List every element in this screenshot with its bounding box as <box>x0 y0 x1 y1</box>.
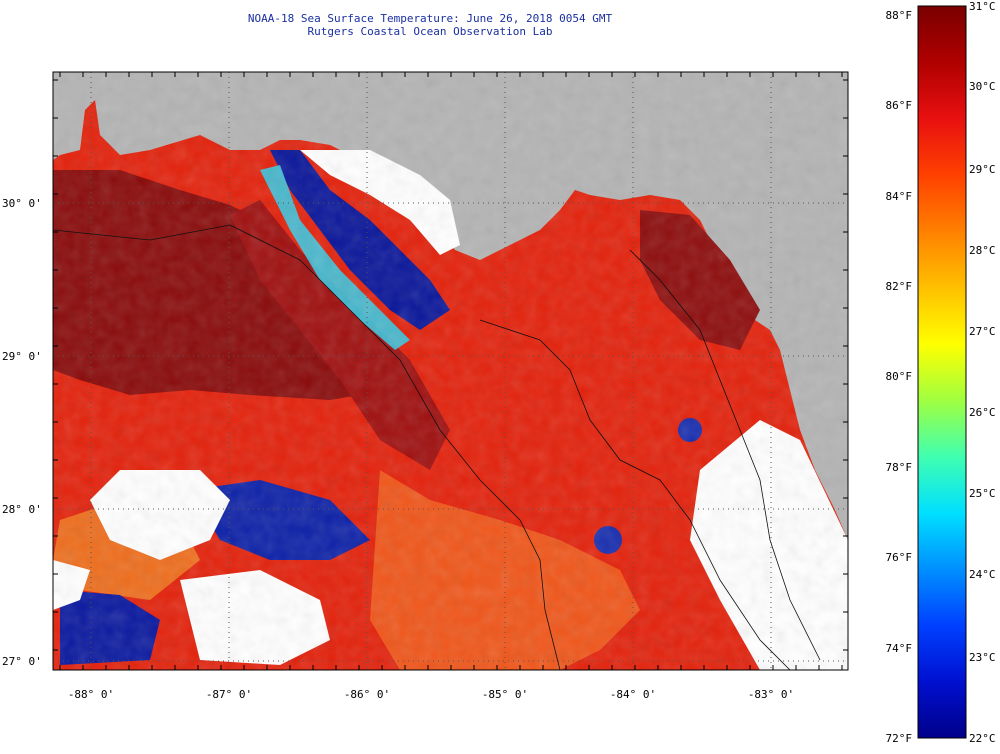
colorbar-f-label: 84°F <box>886 190 913 203</box>
colorbar-f-label: 78°F <box>886 461 913 474</box>
texture <box>53 72 848 670</box>
colorbar-c-label: 29°C <box>969 163 996 176</box>
colorbar-f-labels: 88°F 86°F 84°F 82°F 80°F 78°F 76°F 74°F … <box>886 9 913 745</box>
lon-label: -86° 0' <box>344 688 390 701</box>
colorbar-c-label: 25°C <box>969 487 996 500</box>
depth-contour-east <box>479 319 791 670</box>
depth-contour <box>53 224 561 670</box>
colorbar-f-label: 72°F <box>886 732 913 745</box>
colorbar-f-label: 76°F <box>886 551 913 564</box>
map-title: NOAA-18 Sea Surface Temperature: June 26… <box>247 12 613 25</box>
depth-contour-coast <box>629 249 821 661</box>
colorbar-c-label: 26°C <box>969 406 996 419</box>
lon-label: -88° 0' <box>68 688 114 701</box>
colorbar-c-label: 30°C <box>969 80 996 93</box>
lat-label: 29° 0' <box>2 350 42 363</box>
lon-label: -83° 0' <box>748 688 794 701</box>
map-ticks <box>53 72 848 670</box>
colorbar-c-label: 24°C <box>969 568 996 581</box>
colorbar-f-label: 74°F <box>886 642 913 655</box>
colorbar-f-label: 80°F <box>886 370 913 383</box>
colorbar-c-label: 28°C <box>969 244 996 257</box>
lon-label: -85° 0' <box>482 688 528 701</box>
lon-label: -84° 0' <box>610 688 656 701</box>
colorbar-c-label: 23°C <box>969 651 996 664</box>
map-panel <box>53 72 848 670</box>
colorbar-f-label: 82°F <box>886 280 913 293</box>
colorbar-f-label: 88°F <box>886 9 913 22</box>
colorbar-c-label: 27°C <box>969 325 996 338</box>
map-subtitle: Rutgers Coastal Ocean Observation Lab <box>307 25 553 38</box>
lat-label: 30° 0' <box>2 197 42 210</box>
colorbar-c-label: 31°C <box>969 0 996 13</box>
lon-labels: -88° 0' -87° 0' -86° 0' -85° 0' -84° 0' … <box>68 688 794 701</box>
lat-label: 28° 0' <box>2 503 42 516</box>
colorbar-c-labels: 31°C 30°C 29°C 28°C 27°C 26°C 25°C 24°C … <box>969 0 996 745</box>
colorbar <box>917 5 967 739</box>
lon-label: -87° 0' <box>206 688 252 701</box>
lat-label: 27° 0' <box>2 655 42 668</box>
colorbar-f-label: 86°F <box>886 99 913 112</box>
colorbar-c-label: 22°C <box>969 732 996 745</box>
lat-labels: 30° 0' 29° 0' 28° 0' 27° 0' <box>2 197 42 668</box>
